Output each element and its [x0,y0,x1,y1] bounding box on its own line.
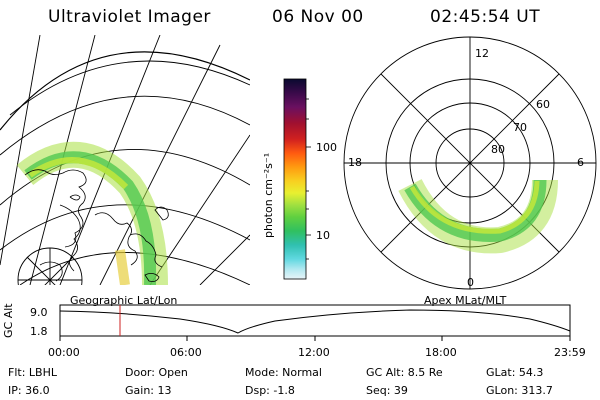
colorbar-tick-10: 10 [316,229,330,242]
gain-info: Gain: 13 [125,384,172,397]
mlt-label-18: 18 [348,156,362,169]
mlt-label-6: 6 [577,156,584,169]
mlt-label-0: 0 [467,276,474,289]
dsp-info: Dsp: -1.8 [245,384,295,397]
mlat-label-60: 60 [536,98,550,111]
colorbar [283,78,311,280]
timeline-ylabel: GC Alt [2,303,15,338]
app-title: Ultraviolet Imager [48,7,211,27]
timeline-xtick-2359: 23:59 [554,346,586,359]
timeline-ytick-top: 9.0 [30,306,48,319]
seq-info: Seq: 39 [366,384,408,397]
altitude-timeline [59,304,571,341]
mlt-label-12: 12 [475,47,489,60]
ip-info: IP: 36.0 [8,384,50,397]
timeline-xtick-0600: 06:00 [170,346,202,359]
polar-plot [343,36,597,290]
door-info: Door: Open [125,366,188,379]
mode-info: Mode: Normal [245,366,322,379]
colorbar-unit-label: photon cm⁻²s⁻¹ [262,152,275,238]
timeline-xtick-1200: 12:00 [298,346,330,359]
glat-info: GLat: 54.3 [486,366,544,379]
mlat-label-80: 80 [491,143,505,156]
geographic-map [0,35,250,285]
timeline-xtick-1800: 18:00 [425,346,457,359]
geo-panel-label: Geographic Lat/Lon [70,294,178,307]
colorbar-tick-100: 100 [316,141,337,154]
date-label: 06 Nov 00 [272,7,364,27]
gcalt-info: GC Alt: 8.5 Re [366,366,443,379]
polar-panel-label: Apex MLat/MLT [424,294,507,307]
timeline-xtick-0000: 00:00 [48,346,80,359]
glon-info: GLon: 313.7 [486,384,553,397]
time-label: 02:45:54 UT [430,7,541,27]
filter-info: Flt: LBHL [8,366,57,379]
timeline-ytick-bottom: 1.8 [30,325,48,338]
mlat-label-70: 70 [513,121,527,134]
